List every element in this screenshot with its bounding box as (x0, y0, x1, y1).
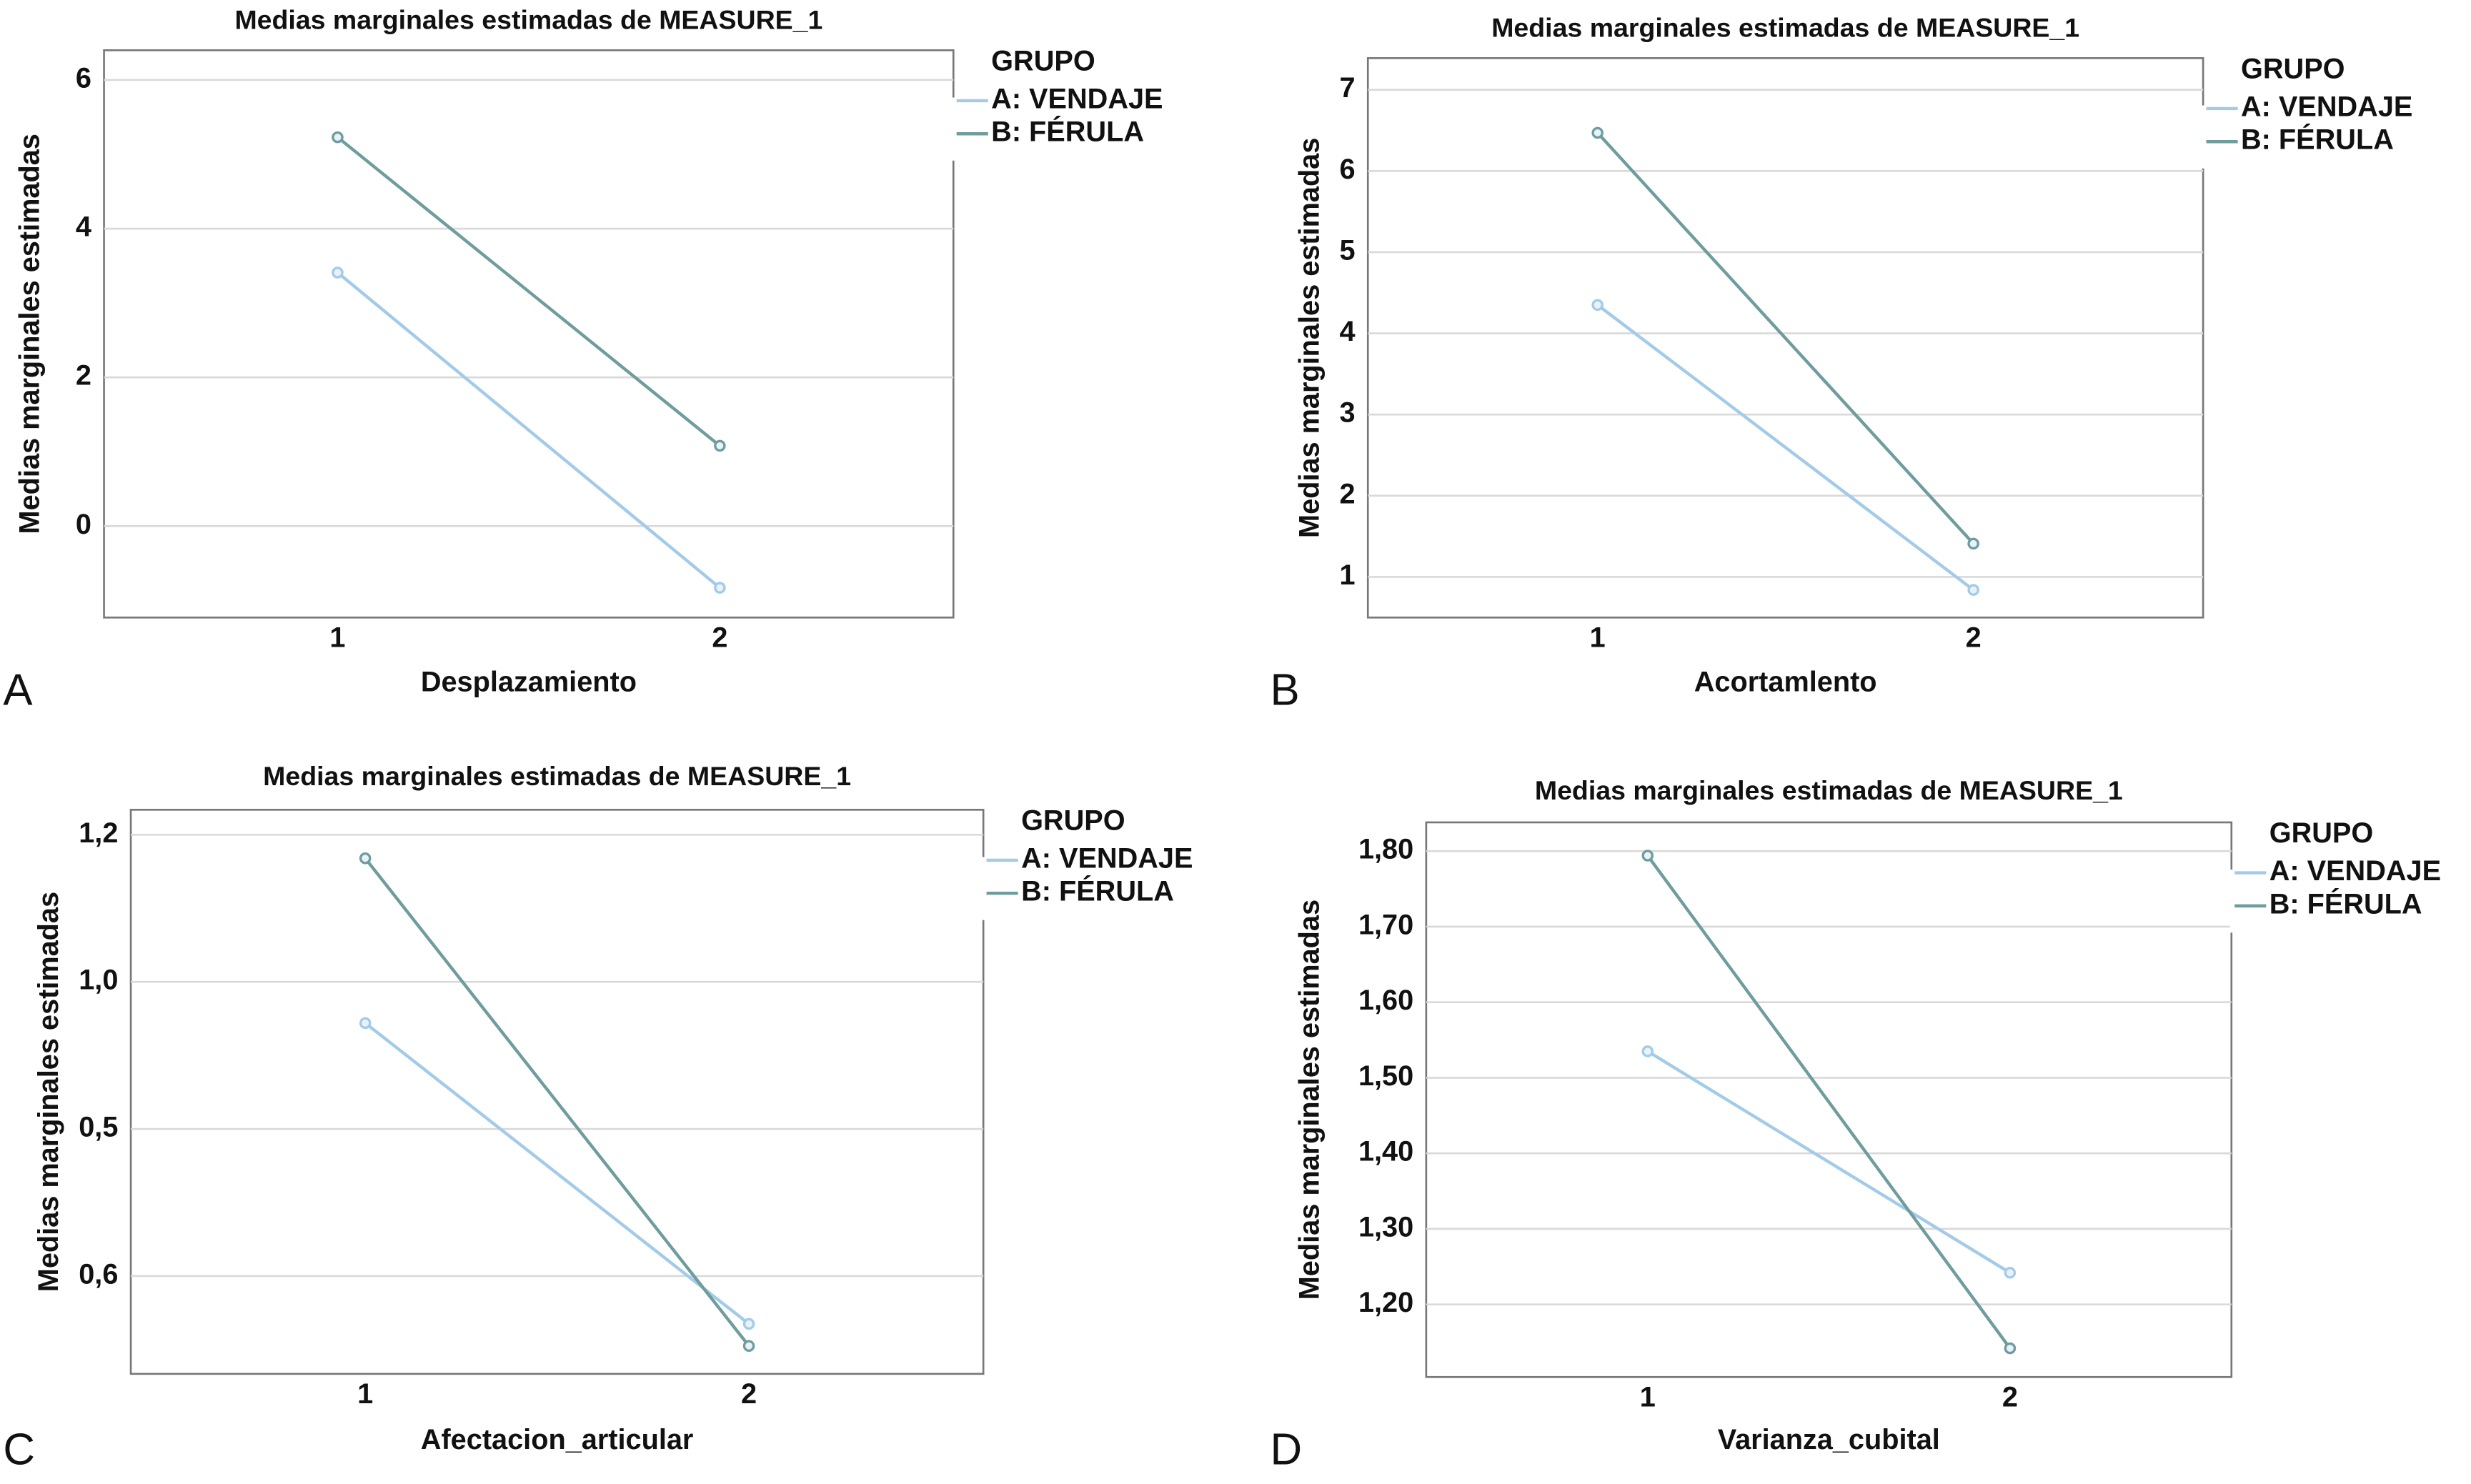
legend-label: B: FÉRULA (2269, 888, 2422, 920)
data-point (742, 1318, 755, 1330)
series-line (364, 857, 750, 1348)
legend-label: A: VENDAJE (991, 83, 1163, 114)
plot-area (129, 809, 985, 1375)
x-tick-label: 1 (357, 1378, 373, 1410)
data-point (359, 1017, 372, 1030)
y-tick-label: 2 (1340, 478, 1356, 509)
y-axis-label: Medias marginales estimadas (1293, 138, 1325, 538)
x-tick-label: 1 (1640, 1382, 1656, 1413)
legend-background (2201, 105, 2454, 169)
x-axis-label: Afectacion_articular (421, 1424, 694, 1455)
legend-label: A: VENDAJE (2241, 91, 2412, 122)
y-tick-label: 6 (1340, 154, 1356, 185)
chart-title: Medias marginales estimadas de MEASURE_1 (1491, 13, 2079, 43)
y-tick-label: 1,20 (1358, 1287, 1413, 1318)
y-axis-label: Medias marginales estimadas (1293, 900, 1325, 1300)
y-tick-label: 1,2 (79, 817, 118, 849)
plot-area (103, 49, 955, 619)
series-line (1646, 855, 2012, 1350)
chart-title: Medias marginales estimadas de MEASURE_1 (263, 761, 851, 791)
series-line (1596, 131, 1975, 545)
y-tick-label: 1,30 (1358, 1211, 1413, 1243)
data-point (2004, 1342, 2017, 1355)
data-point (332, 267, 344, 279)
y-tick-label: 1,80 (1358, 834, 1413, 865)
y-axis-label: Medias marginales estimadas (14, 134, 46, 534)
data-point (2004, 1267, 2017, 1279)
x-axis-label: Varianza_cubital (1718, 1424, 1940, 1455)
x-tick-label: 2 (1966, 622, 1982, 654)
y-tick-label: 2 (76, 360, 91, 392)
data-point (1641, 1045, 1654, 1057)
y-tick-label: 4 (76, 211, 91, 243)
y-tick-label: 4 (1340, 316, 1356, 347)
y-tick-label: 3 (1340, 397, 1356, 429)
y-tick-label: 1,60 (1358, 985, 1413, 1016)
legend-background (2229, 870, 2471, 933)
y-tick-label: 7 (1340, 72, 1356, 104)
x-tick-label: 2 (712, 622, 727, 654)
y-tick-label: 1,50 (1358, 1060, 1413, 1092)
chart-title: Medias marginales estimadas de MEASURE_1 (234, 5, 822, 35)
y-tick-label: 1,0 (79, 965, 118, 996)
data-point (1591, 299, 1604, 312)
panel-letter: A (3, 665, 33, 714)
panel-letter: D (1271, 1425, 1303, 1474)
series-line (1646, 1050, 2012, 1275)
data-point (1591, 126, 1604, 139)
x-tick-label: 2 (741, 1378, 757, 1410)
legend-label: B: FÉRULA (991, 116, 1144, 148)
data-point (1967, 584, 1979, 596)
x-tick-label: 1 (329, 622, 345, 654)
legend-label: B: FÉRULA (2241, 124, 2394, 156)
chart-title: Medias marginales estimadas de MEASURE_1 (1535, 775, 2123, 805)
y-tick-label: 1,70 (1358, 909, 1413, 940)
x-axis-label: Desplazamiento (421, 666, 637, 697)
y-tick-label: 0,6 (79, 1258, 118, 1290)
y-axis-label: Medias marginales estimadas (33, 892, 64, 1292)
y-tick-label: 1 (1340, 559, 1356, 591)
x-axis-label: Acortamlento (1694, 666, 1877, 697)
data-point (1641, 850, 1654, 862)
series-line (364, 1022, 750, 1325)
legend-label: B: FÉRULA (1021, 876, 1174, 907)
panel-letter: C (3, 1425, 35, 1474)
x-tick-label: 2 (2002, 1382, 2018, 1413)
legend-title: GRUPO (1021, 805, 1125, 836)
legend-label: A: VENDAJE (2269, 855, 2441, 887)
y-tick-label: 6 (76, 62, 91, 94)
y-tick-label: 0,5 (79, 1112, 118, 1143)
series-line (337, 136, 721, 447)
legend-background (952, 97, 1204, 161)
legend-label: A: VENDAJE (1021, 842, 1193, 874)
data-point (714, 439, 726, 452)
legend-title: GRUPO (991, 45, 1095, 76)
x-tick-label: 1 (1590, 622, 1606, 654)
data-point (1967, 537, 1979, 550)
y-tick-label: 5 (1340, 234, 1356, 266)
y-tick-label: 0 (76, 509, 91, 540)
legend-title: GRUPO (2269, 817, 2374, 849)
data-point (332, 131, 344, 144)
panel-letter: B (1271, 665, 1300, 714)
data-point (714, 582, 726, 594)
legend-title: GRUPO (2241, 54, 2345, 85)
series-line (337, 271, 721, 589)
series-line (1596, 304, 1974, 592)
data-point (359, 852, 372, 865)
y-tick-label: 1,40 (1358, 1136, 1413, 1167)
legend-background (981, 857, 1234, 920)
data-point (742, 1340, 755, 1353)
